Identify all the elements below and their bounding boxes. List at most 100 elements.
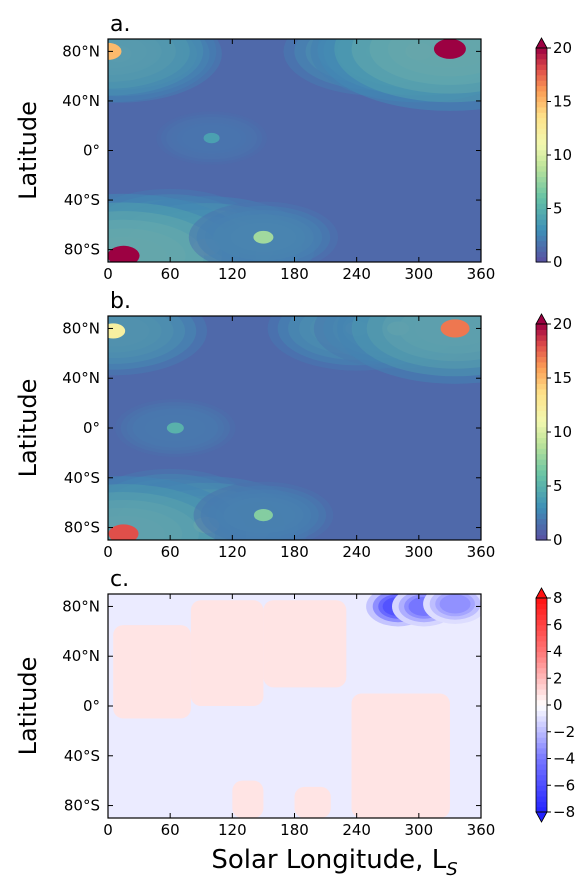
colorbar-segment <box>536 507 547 514</box>
colorbar-segment <box>536 229 547 236</box>
x-tick-label: 0 <box>103 821 113 839</box>
colorbar-tick-label: 5 <box>553 200 563 218</box>
contour-peak <box>433 39 466 59</box>
colorbar-segment <box>536 101 547 108</box>
colorbar-segment <box>536 442 547 449</box>
contour-peak <box>108 42 122 60</box>
colorbar-segment <box>536 64 547 70</box>
colorbar-segment <box>536 240 547 247</box>
panel-2: 0 60 120 180 240 300 36080°N40°N0°40°S80°Sc.La… <box>14 567 575 879</box>
colorbar-segment <box>536 171 547 177</box>
colorbar-segment <box>536 721 547 727</box>
colorbar-segment <box>536 160 547 167</box>
colorbar-segment <box>536 635 547 642</box>
colorbar-segment <box>536 383 547 390</box>
y-tick-label: 80°N <box>62 319 100 337</box>
colorbar-tick-label: 10 <box>553 423 572 441</box>
colorbar-segment <box>536 672 547 679</box>
colorbar-segment <box>536 69 547 76</box>
colorbar-segment <box>536 187 547 194</box>
colorbar-tick-label: 6 <box>553 616 563 634</box>
colorbar-segment <box>536 785 547 792</box>
colorbar-segment <box>536 726 547 733</box>
colorbar-segment <box>536 405 547 411</box>
colorbar-segment <box>536 513 547 519</box>
colorbar-segment <box>536 421 547 428</box>
colorbar-segment <box>536 58 547 65</box>
colorbar-segment <box>536 737 547 744</box>
colorbar-segment <box>536 245 547 252</box>
x-tick-label: 60 <box>161 821 180 839</box>
colorbar-segment <box>536 651 547 658</box>
colorbar-tick-label: 20 <box>553 315 572 333</box>
y-tick-label: 80°S <box>64 241 100 259</box>
x-axis-label: Solar Longitude, LS <box>211 845 457 879</box>
colorbar-segment <box>536 85 547 92</box>
colorbar-segment <box>536 345 547 352</box>
x-tick-label: 0 <box>103 265 113 283</box>
colorbar-segment <box>536 614 547 620</box>
colorbar-segment <box>536 464 547 471</box>
y-tick-label: 80°S <box>64 519 100 537</box>
colorbar-segment <box>536 181 547 188</box>
colorbar-segment <box>536 699 547 706</box>
colorbar-segment <box>536 769 547 776</box>
colorbar-tick-label: −6 <box>553 776 575 794</box>
positive-region <box>351 693 450 818</box>
x-tick-label: 120 <box>218 543 247 561</box>
y-tick-label: 0° <box>83 697 100 715</box>
y-axis-label: Latitude <box>14 657 42 756</box>
colorbar-segment <box>536 688 547 695</box>
x-tick-label: 300 <box>405 821 434 839</box>
colorbar-segment <box>536 96 547 103</box>
colorbar-tick-label: 0 <box>553 531 563 549</box>
colorbar-segment <box>536 372 547 379</box>
contour-peak <box>166 422 184 434</box>
colorbar-segment <box>536 731 547 738</box>
colorbar-segment <box>536 112 547 119</box>
x-tick-label: 300 <box>405 543 434 561</box>
colorbar-segment <box>536 122 547 129</box>
colorbar-segment <box>536 388 547 395</box>
colorbar-tick-label: −8 <box>553 803 575 821</box>
colorbar-segment <box>536 128 547 135</box>
colorbar-segment <box>536 710 547 717</box>
panel-label: c. <box>110 567 129 592</box>
colorbar-tick-label: 4 <box>553 643 563 661</box>
colorbar-segment <box>536 667 547 674</box>
colorbar-segment <box>536 598 547 604</box>
colorbar-segment <box>536 523 547 530</box>
x-tick-label: 180 <box>280 821 309 839</box>
contour-blob <box>108 316 208 376</box>
y-tick-label: 40°S <box>64 747 100 765</box>
colorbar-segment <box>536 806 547 813</box>
colorbar-segment <box>536 356 547 363</box>
positive-region <box>113 625 191 719</box>
x-tick-label: 240 <box>342 543 371 561</box>
colorbar-segment <box>536 529 547 536</box>
y-tick-label: 40°N <box>62 92 100 110</box>
colorbar-segment <box>536 192 547 199</box>
colorbar-extend-top <box>535 587 548 599</box>
colorbar-segment <box>536 149 547 156</box>
positive-region <box>190 600 264 706</box>
x-tick-label: 0 <box>103 543 113 561</box>
colorbar-segment <box>536 53 547 60</box>
contour-peak <box>108 245 140 262</box>
colorbar-segment <box>536 518 547 525</box>
colorbar-tick-label: 15 <box>553 93 572 111</box>
y-tick-label: 80°S <box>64 797 100 815</box>
y-axis-label: Latitude <box>14 379 42 478</box>
contour-peak <box>108 524 139 540</box>
contour-peak <box>108 323 126 339</box>
colorbar-extend-bottom <box>535 811 548 823</box>
x-tick-label: 360 <box>467 265 496 283</box>
colorbar-segment <box>536 795 547 802</box>
colorbar-segment <box>536 715 547 722</box>
colorbar-segment <box>536 256 547 263</box>
colorbar-segment <box>536 117 547 124</box>
colorbar-extend-top <box>535 37 548 49</box>
colorbar-tick-label: 0 <box>553 696 563 714</box>
x-tick-label: 240 <box>342 265 371 283</box>
